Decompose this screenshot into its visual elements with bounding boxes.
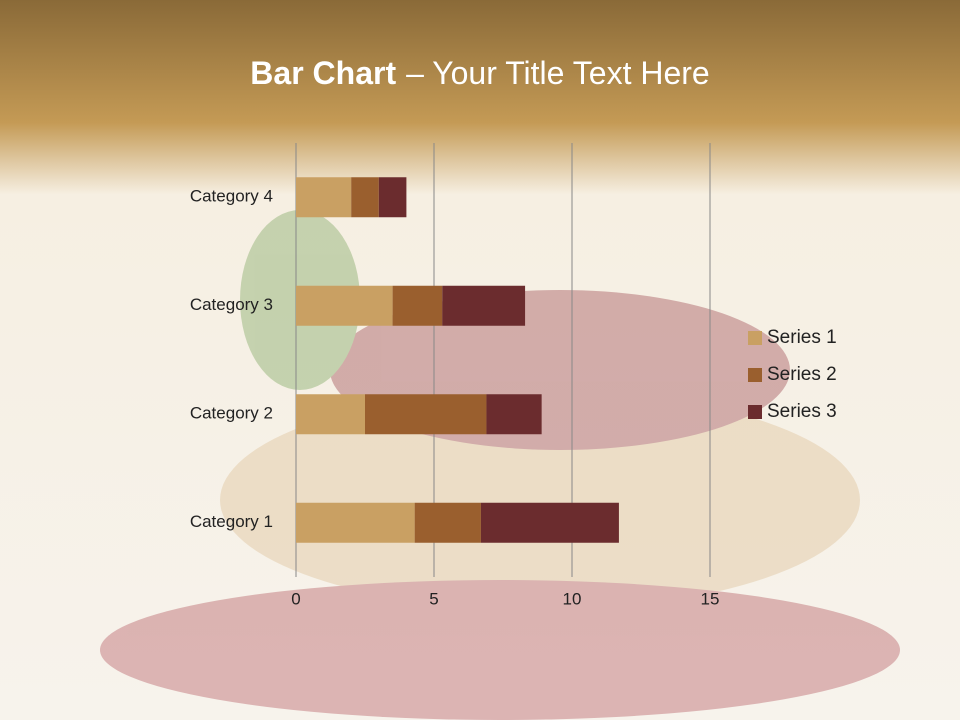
title-rest: – Your Title Text Here: [406, 55, 710, 91]
bar-segment: [351, 177, 379, 218]
y-tick-label: Category 3: [190, 295, 273, 314]
legend-label: Series 1: [767, 327, 837, 348]
bar-segment: [486, 394, 542, 435]
legend-label: Series 3: [767, 401, 837, 422]
bar-segment: [414, 502, 481, 543]
bar-segment: [378, 177, 407, 218]
y-tick-label: Category 1: [190, 512, 273, 531]
bar-segment: [296, 285, 393, 326]
x-tick-label: 15: [701, 589, 720, 608]
legend-swatch: [748, 331, 762, 345]
chart: 0 5 10 15 Category 1 Category 2 Category 3 Cate…: [190, 143, 837, 608]
bar-segment: [392, 285, 443, 326]
x-tick-label: 10: [563, 589, 582, 608]
background-photo: [100, 210, 900, 720]
legend-swatch: [748, 405, 762, 419]
x-tick-label: 0: [291, 589, 300, 608]
bar-segment: [442, 285, 526, 326]
bar-segment: [296, 394, 365, 435]
slide-title: Bar Chart – Your Title Text Here: [250, 55, 709, 91]
x-tick-label: 5: [429, 589, 438, 608]
bar-segment: [296, 502, 415, 543]
bar-segment: [480, 502, 619, 543]
legend-label: Series 2: [767, 364, 837, 385]
y-tick-label: Category 4: [190, 187, 273, 206]
y-tick-label: Category 2: [190, 404, 273, 423]
bar-segment: [296, 177, 352, 218]
legend-swatch: [748, 368, 762, 382]
title-bold: Bar Chart: [250, 55, 396, 91]
bar-segment: [365, 394, 487, 435]
